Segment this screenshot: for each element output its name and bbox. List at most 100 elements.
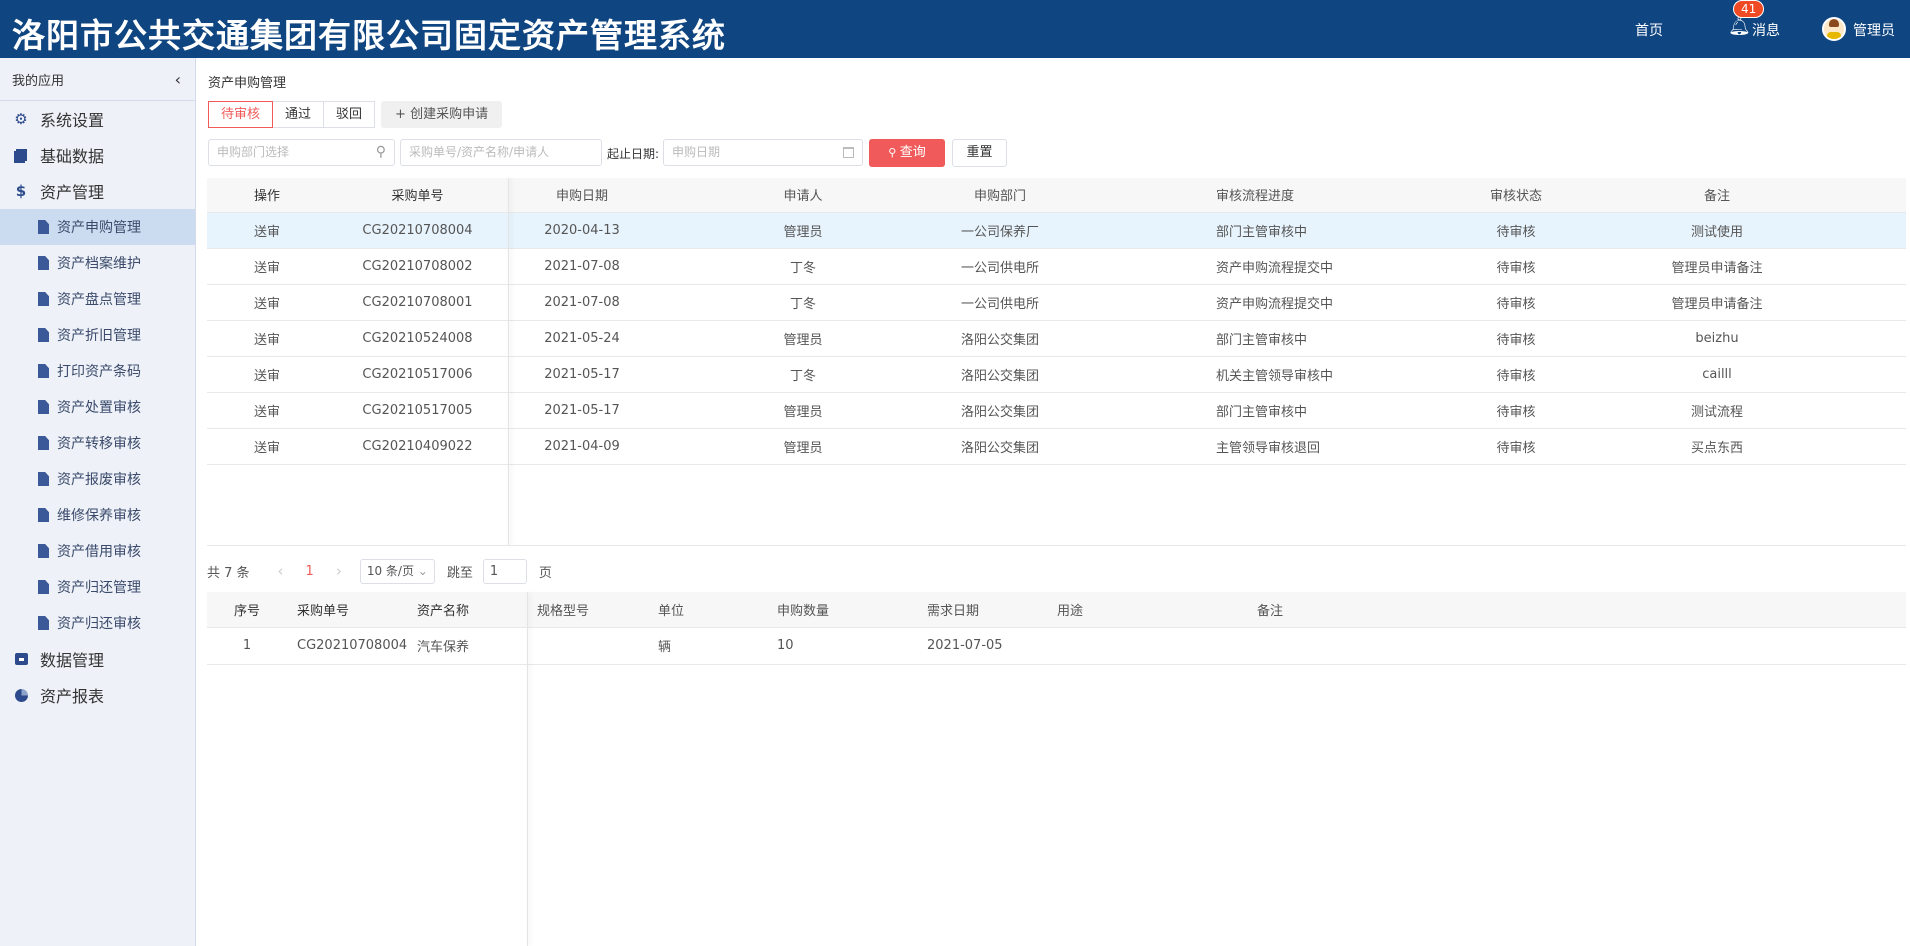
keyword-input[interactable]: 采购单号/资产名称/申请人 <box>400 139 602 166</box>
sidebar-subitem[interactable]: 资产归还审核 <box>0 605 195 641</box>
cell-remark: 测试流程 <box>1602 392 1832 429</box>
sidebar-subitem[interactable]: 资产盘点管理 <box>0 281 195 317</box>
reset-button[interactable]: 重置 <box>952 139 1007 167</box>
cell-applicant: 管理员 <box>656 320 950 357</box>
sidebar-item-data-management[interactable]: 数据管理 <box>0 641 195 677</box>
bell-icon[interactable]: 🔔︎ <box>1728 16 1751 37</box>
send-review-link[interactable]: 送审 <box>207 212 327 249</box>
cell-remark: 测试使用 <box>1602 212 1832 249</box>
table-row[interactable]: 送审 CG20210708001 2021-07-08 丁冬 一公司供电所 资产申购流程提… <box>207 284 1906 321</box>
sidebar-item-system-settings[interactable]: ⚙ 系统设置 <box>0 101 195 137</box>
cell-progress[interactable]: 机关主管领导审核中 <box>1050 356 1430 393</box>
col-filler <box>1832 178 1906 213</box>
table-row[interactable]: 送审 CG20210708004 2020-04-13 管理员 一公司保养厂 部门主管审核… <box>207 212 1906 249</box>
sidebar-subitem-label: 资产转移审核 <box>57 436 141 452</box>
stack-icon <box>14 148 28 162</box>
next-page-button[interactable]: › <box>335 562 342 580</box>
send-review-link[interactable]: 送审 <box>207 392 327 429</box>
cell-filler <box>1832 284 1906 321</box>
send-review-link[interactable]: 送审 <box>207 356 327 393</box>
cell-progress[interactable]: 部门主管审核中 <box>1050 212 1430 249</box>
search-icon: ⚲ <box>375 144 386 160</box>
sidebar-subitem[interactable]: 维修保养审核 <box>0 497 195 533</box>
sidebar-item-basic-data[interactable]: 基础数据 <box>0 137 195 173</box>
table-row[interactable]: 送审 CG20210524008 2021-05-24 管理员 洛阳公交集团 部门主管审核… <box>207 320 1906 357</box>
sidebar-subitem[interactable]: 资产转移审核 <box>0 425 195 461</box>
col-header: 采购单号 <box>327 178 508 213</box>
cell-remark <box>1247 627 1906 665</box>
sidebar-item-asset-management[interactable]: $ 资产管理 <box>0 173 195 209</box>
user-name[interactable]: 管理员 <box>1853 23 1895 39</box>
send-review-link[interactable]: 送审 <box>207 284 327 321</box>
tab-approved[interactable]: 通过 <box>273 101 325 128</box>
send-review-link[interactable]: 送审 <box>207 428 327 465</box>
table-row[interactable]: 送审 CG20210517005 2021-05-17 管理员 洛阳公交集团 部门主管审核… <box>207 392 1906 429</box>
purchase-table: 操作 采购单号 申购日期 申请人 申购部门 审核流程进度 审核状态 备注 送审 C… <box>207 178 1906 465</box>
jump-page-input[interactable]: 1 <box>482 558 527 584</box>
cell-progress[interactable]: 部门主管审核中 <box>1050 392 1430 429</box>
cell-remark: 买点东西 <box>1602 428 1832 465</box>
date-picker[interactable]: 申购日期 <box>663 139 863 166</box>
cell-progress[interactable]: 主管领导审核退回 <box>1050 428 1430 465</box>
col-header: 单位 <box>648 592 767 628</box>
sidebar-subitem-label: 资产归还管理 <box>57 580 141 596</box>
sidebar-subitem[interactable]: 打印资产条码 <box>0 353 195 389</box>
dept-select[interactable]: 申购部门选择 ⚲ <box>208 139 395 166</box>
col-header: 规格型号 <box>527 592 648 628</box>
collapse-icon[interactable]: ‹ <box>174 69 181 89</box>
sidebar-subitem-label: 维修保养审核 <box>57 508 141 524</box>
sidebar-subitem-label: 资产处置审核 <box>57 400 141 416</box>
fixed-column-divider <box>508 178 509 546</box>
fixed-column-divider <box>527 592 528 946</box>
app-title: 洛阳市公共交通集团有限公司固定资产管理系统 <box>12 16 726 55</box>
table-row[interactable]: 送审 CG20210517006 2021-05-17 丁冬 洛阳公交集团 机关主管领导审… <box>207 356 1906 393</box>
cell-applicant: 管理员 <box>656 392 950 429</box>
cell-applicant: 管理员 <box>656 428 950 465</box>
sidebar-subitem[interactable]: 资产处置审核 <box>0 389 195 425</box>
cell-date: 2021-07-05 <box>917 627 1047 665</box>
table-row[interactable]: 送审 CG20210708002 2021-07-08 丁冬 一公司供电所 资产申购流程提… <box>207 248 1906 285</box>
send-review-link[interactable]: 送审 <box>207 320 327 357</box>
breadcrumb: 资产申购管理 <box>208 76 287 91</box>
sidebar-subitem[interactable]: 资产申购管理 <box>0 209 195 245</box>
cell-progress[interactable]: 资产申购流程提交中 <box>1050 248 1430 285</box>
prev-page-button[interactable]: ‹ <box>277 562 284 580</box>
table-row[interactable]: 1 CG20210708004 汽车保养 辆 10 2021-07-05 <box>207 627 1906 665</box>
tab-rejected[interactable]: 驳回 <box>324 101 376 128</box>
cell-progress[interactable]: 部门主管审核中 <box>1050 320 1430 357</box>
create-purchase-button[interactable]: + 创建采购申请 <box>381 101 503 128</box>
document-icon <box>38 616 49 630</box>
main-content: 资产申购管理 待审核 通过 驳回 + 创建采购申请 申购部门选择 ⚲ 采购单号/资… <box>196 58 1910 946</box>
document-icon <box>38 292 49 306</box>
sidebar-title: 我的应用 <box>12 73 65 89</box>
sidebar-subitem[interactable]: 资产折旧管理 <box>0 317 195 353</box>
sidebar-subitem[interactable]: 资产报废审核 <box>0 461 195 497</box>
cell-filler <box>1832 212 1906 249</box>
sidebar-subitem-label: 打印资产条码 <box>57 364 141 380</box>
cell-purchase-no: CG20210708004 <box>327 212 508 249</box>
search-button[interactable]: ⚲ 查询 <box>869 139 945 167</box>
cell-remark: 管理员申请备注 <box>1602 248 1832 285</box>
cell-progress[interactable]: 资产申购流程提交中 <box>1050 284 1430 321</box>
document-icon <box>38 436 49 450</box>
sidebar-item-asset-reports[interactable]: 资产报表 <box>0 677 195 713</box>
nav-messages[interactable]: 消息 <box>1752 23 1780 39</box>
cell-filler <box>1832 320 1906 357</box>
inbox-icon <box>14 652 28 666</box>
status-tabs: 待审核 通过 驳回 + 创建采购申请 <box>208 101 503 128</box>
nav-home[interactable]: 首页 <box>1635 23 1663 39</box>
send-review-link[interactable]: 送审 <box>207 248 327 285</box>
sidebar-subitem-label: 资产档案维护 <box>57 256 141 272</box>
page-1-button[interactable]: 1 <box>305 563 314 579</box>
table-row[interactable]: 送审 CG20210409022 2021-04-09 管理员 洛阳公交集团 主管领导审核… <box>207 428 1906 465</box>
sidebar-subitem-label: 资产申购管理 <box>57 220 141 236</box>
tab-pending[interactable]: 待审核 <box>208 101 274 128</box>
sidebar-subitem[interactable]: 资产归还管理 <box>0 569 195 605</box>
avatar[interactable] <box>1822 17 1846 41</box>
sidebar-item-label: 系统设置 <box>40 111 105 130</box>
page-size-select[interactable]: 10 条/页 ⌄ <box>359 558 435 584</box>
cell-filler <box>1832 428 1906 465</box>
table-bottom-border <box>207 545 1906 546</box>
sidebar-subitem[interactable]: 资产档案维护 <box>0 245 195 281</box>
sidebar-subitem[interactable]: 资产借用审核 <box>0 533 195 569</box>
